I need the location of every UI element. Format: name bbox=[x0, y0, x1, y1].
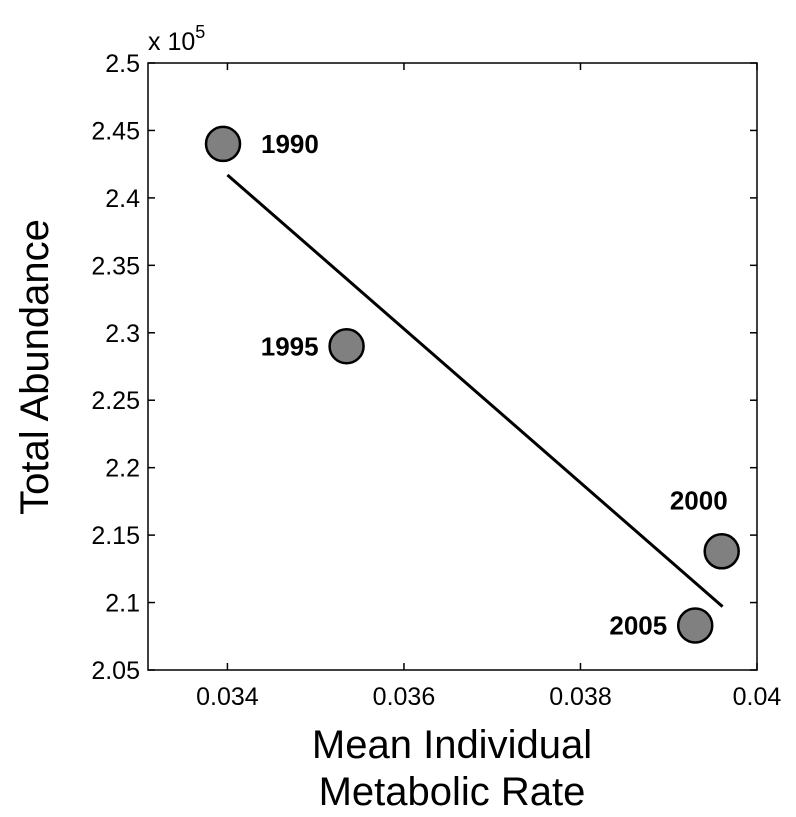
x-axis-label-line1: Mean Individual bbox=[312, 723, 592, 767]
y-tick-label: 2.4 bbox=[105, 185, 140, 213]
x-tick-label: 0.034 bbox=[196, 683, 259, 711]
x-tick-label: 0.04 bbox=[733, 683, 782, 711]
y-tick-label: 2.25 bbox=[91, 387, 140, 415]
point-2000 bbox=[703, 533, 740, 570]
y-tick-label: 2.1 bbox=[105, 590, 140, 618]
fit-line-layer bbox=[226, 173, 724, 608]
x-tick-label: 0.036 bbox=[373, 683, 436, 711]
ticks-layer: 2.05 2.1 2.15 2.2 2.25 2.3 2.35 2.4 2.45 2.5 0.034… bbox=[91, 50, 781, 711]
y-multiplier-base: x 10 bbox=[148, 28, 195, 56]
point-1990 bbox=[204, 125, 242, 163]
labels-layer: x 105 Total Abundance Mean Individual Me… bbox=[13, 22, 592, 814]
y-multiplier: x 105 bbox=[148, 22, 205, 56]
y-axis-label: Total Abundance bbox=[13, 219, 57, 515]
y-multiplier-exponent: 5 bbox=[195, 22, 205, 42]
plot-area bbox=[147, 62, 758, 671]
y-tick-label: 2.35 bbox=[91, 252, 140, 280]
y-tick-label: 2.45 bbox=[91, 117, 140, 145]
point-label-1995: 1995 bbox=[261, 331, 319, 361]
point-label-1990: 1990 bbox=[261, 129, 319, 159]
points-layer: 1990 1995 2000 2005 bbox=[204, 125, 740, 644]
axes-box bbox=[147, 62, 758, 671]
point-1995 bbox=[328, 328, 365, 365]
point-label-2005: 2005 bbox=[609, 610, 667, 640]
x-tick-label: 0.038 bbox=[549, 683, 612, 711]
y-tick-label: 2.15 bbox=[91, 522, 140, 550]
y-tick-label: 2.2 bbox=[105, 455, 140, 483]
point-label-2000: 2000 bbox=[670, 485, 728, 515]
y-tick-label: 2.5 bbox=[105, 50, 140, 78]
x-axis-label-line2: Metabolic Rate bbox=[319, 770, 586, 814]
y-tick-label: 2.05 bbox=[91, 657, 140, 685]
y-tick-label: 2.3 bbox=[105, 320, 140, 348]
point-2005 bbox=[676, 607, 714, 644]
fit-line bbox=[226, 173, 724, 608]
